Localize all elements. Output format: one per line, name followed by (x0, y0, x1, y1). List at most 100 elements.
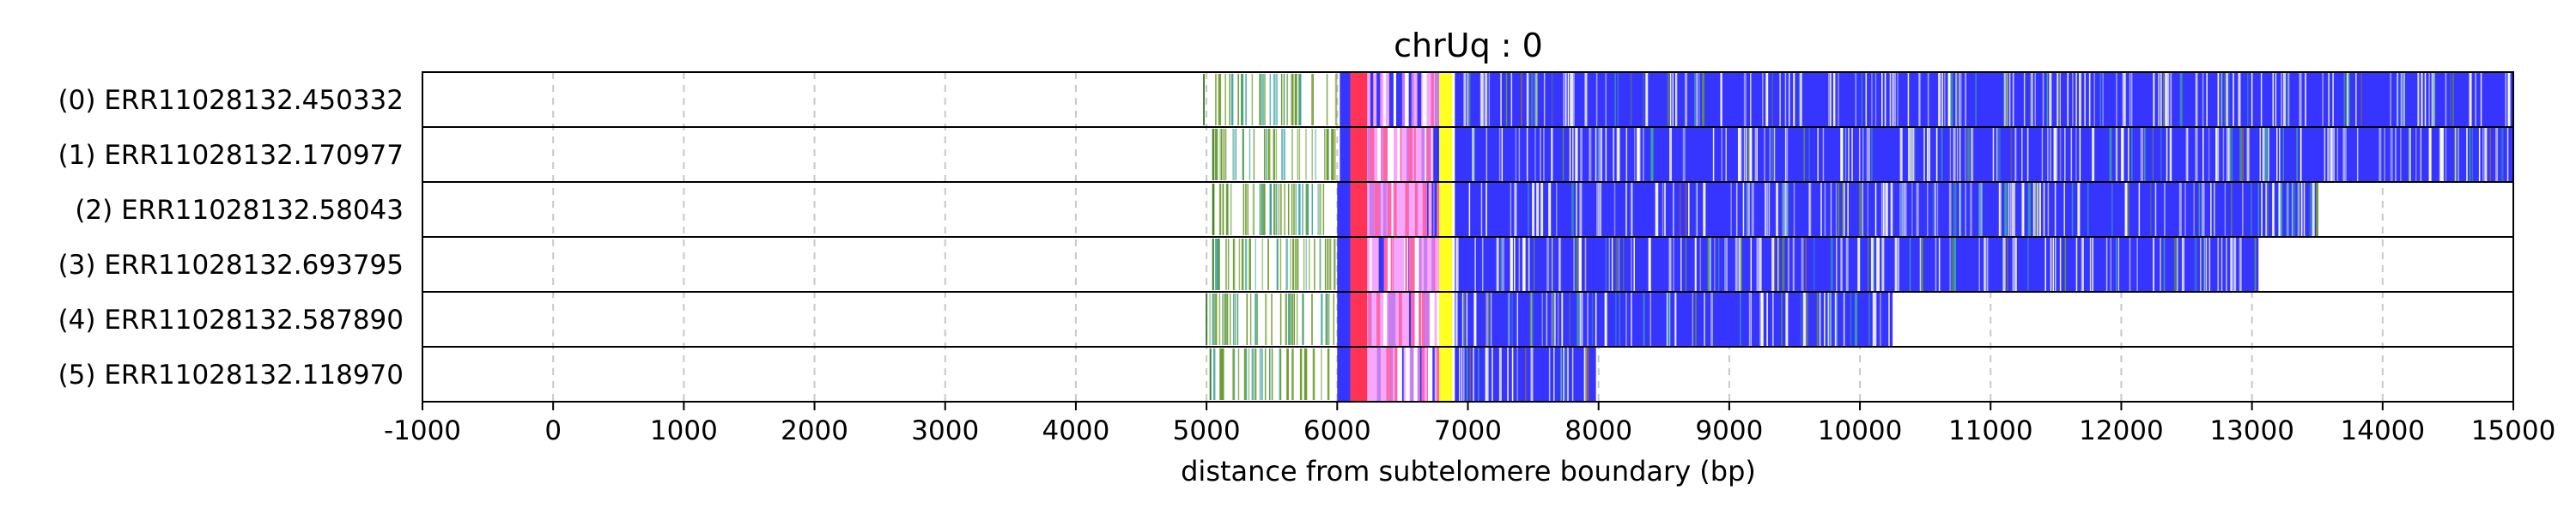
pink-detail (1431, 237, 1435, 292)
pink-detail (1383, 72, 1386, 127)
pink-detail (1401, 72, 1406, 127)
red-segment (1350, 72, 1368, 127)
pink-detail (1387, 182, 1392, 237)
yellow-segment (1439, 347, 1453, 402)
yellow-segment (1439, 292, 1453, 347)
pink-detail (1368, 292, 1371, 347)
x-tick-label: 3000 (911, 415, 979, 446)
x-tick-label: 12000 (2079, 415, 2164, 446)
pink-detail (1414, 292, 1419, 347)
read-label: (0) ERR11028132.450332 (58, 85, 404, 116)
red-segment (1350, 292, 1368, 347)
pink-detail (1382, 127, 1388, 182)
pink-detail (1411, 127, 1413, 182)
x-axis: -1000 0 1000 2000 3000 4000 5000 6000 7000 8000 90… (384, 401, 2556, 446)
read-row (422, 291, 2514, 348)
read-label: (3) ERR11028132.693795 (58, 250, 404, 281)
pink-detail (1411, 292, 1415, 347)
boundary-segment (1340, 72, 1351, 127)
pink-detail (1437, 182, 1440, 237)
pink-detail (1397, 127, 1401, 182)
red-segment (1350, 182, 1368, 237)
pink-detail (1406, 127, 1413, 182)
pink-detail (1414, 347, 1418, 402)
red-segment (1350, 237, 1368, 292)
pink-detail (1437, 292, 1440, 347)
pink-detail (1437, 347, 1441, 402)
pink-detail (1417, 72, 1422, 127)
pink-detail (1370, 72, 1374, 127)
boundary-segment (1337, 182, 1351, 237)
x-tick-label: 9000 (1695, 415, 1763, 446)
pink-detail (1390, 347, 1393, 402)
boundary-segment (1340, 127, 1351, 182)
pink-detail (1374, 182, 1380, 237)
x-tick-label: 15000 (2471, 415, 2556, 446)
pink-detail (1370, 292, 1372, 347)
x-tick-label: 5000 (1173, 415, 1241, 446)
pink-detail (1388, 292, 1392, 347)
pink-detail (1419, 347, 1423, 402)
yellow-segment (1439, 72, 1453, 127)
read-row (422, 346, 2514, 403)
boundary-segment (1337, 237, 1351, 292)
pink-detail (1431, 72, 1434, 127)
pink-detail (1416, 347, 1420, 402)
pink-detail (1427, 347, 1433, 402)
pink-detail (1370, 237, 1372, 292)
pink-detail (1425, 127, 1428, 182)
pink-detail (1383, 237, 1388, 292)
x-tick-label: 11000 (1948, 415, 2033, 446)
read-row (422, 126, 2514, 183)
read-row (422, 181, 2514, 238)
red-segment (1350, 127, 1368, 182)
yellow-segment (1439, 127, 1453, 182)
pink-detail (1437, 127, 1440, 182)
pink-detail (1388, 72, 1394, 127)
pink-detail (1434, 182, 1438, 237)
x-tick-label: 14000 (2341, 415, 2426, 446)
pink-detail (1386, 347, 1389, 402)
pink-detail (1422, 182, 1427, 237)
x-tick-label: 0 (544, 415, 562, 446)
x-tick-label: -1000 (384, 415, 461, 446)
pink-detail (1425, 182, 1427, 237)
pink-detail (1370, 182, 1375, 237)
pink-detail (1397, 347, 1402, 402)
pink-detail (1427, 127, 1431, 182)
pink-detail (1390, 182, 1394, 237)
x-tick-label: 7000 (1434, 415, 1502, 446)
pink-detail (1429, 292, 1435, 347)
repeat-segment (1455, 237, 2259, 292)
pink-detail (1419, 237, 1422, 292)
pink-detail (1410, 347, 1415, 402)
pink-detail (1408, 292, 1412, 347)
pink-detail (1419, 292, 1422, 347)
pink-detail (1422, 72, 1427, 127)
pink-detail (1376, 72, 1380, 127)
pink-detail (1400, 127, 1402, 182)
pink-detail (1390, 237, 1393, 292)
pink-detail (1376, 347, 1382, 402)
repeat-segment (1455, 72, 2513, 127)
pink-detail (1413, 237, 1419, 292)
pink-detail (1398, 292, 1402, 347)
chart-title: chrUq : 0 (1394, 27, 1543, 64)
pink-detail (1421, 347, 1425, 402)
pink-detail (1383, 292, 1388, 347)
x-tick-label: 8000 (1564, 415, 1632, 446)
pink-detail (1394, 347, 1398, 402)
yellow-segment (1439, 182, 1453, 237)
pink-detail (1376, 292, 1381, 347)
pink-detail (1391, 292, 1396, 347)
pink-detail (1411, 72, 1414, 127)
pink-detail (1431, 347, 1435, 402)
pink-detail (1408, 72, 1412, 127)
pink-detail (1414, 182, 1419, 237)
pink-detail (1421, 127, 1425, 182)
repeat-segment (1455, 127, 2513, 182)
read-row (422, 236, 2514, 293)
red-segment (1350, 347, 1368, 402)
pink-detail (1405, 347, 1410, 402)
